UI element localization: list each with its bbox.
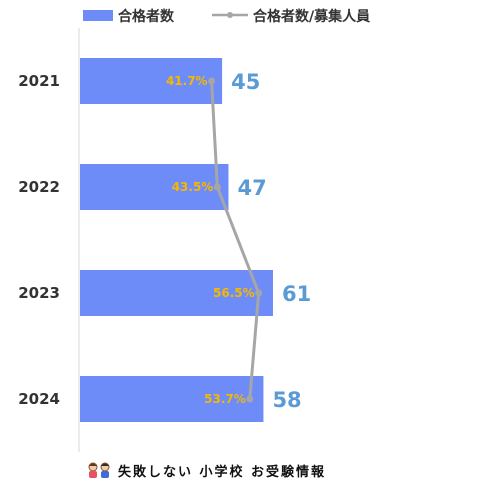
legend-line-marker xyxy=(227,12,233,18)
bar-value-label-2024: 58 xyxy=(272,388,301,412)
bar-value-label-2023: 61 xyxy=(282,282,311,306)
ratio-label-2022: 43.5% xyxy=(172,180,214,194)
ratio-label-2023: 56.5% xyxy=(213,286,255,300)
bars xyxy=(80,58,273,422)
bar-2023 xyxy=(80,270,273,316)
legend-bar-label: 合格者数 xyxy=(118,8,175,25)
ratio-point-2022 xyxy=(213,183,221,191)
ratio-point-2021 xyxy=(208,77,216,85)
ratio-point-2023 xyxy=(255,289,263,297)
ratio-label-2021: 41.7% xyxy=(166,74,208,88)
bar-2024 xyxy=(80,376,264,422)
ratio-point-2024 xyxy=(246,395,254,403)
category-label-2024: 2024 xyxy=(18,390,60,408)
ratio-label-2024: 53.7% xyxy=(204,392,246,406)
legend-bar-swatch xyxy=(83,10,113,21)
ratio-line xyxy=(210,80,261,400)
legend-line-label: 合格者数/募集人員 xyxy=(253,8,370,25)
line-series xyxy=(208,77,263,403)
category-label-2021: 2021 xyxy=(18,72,60,90)
category-label-2023: 2023 xyxy=(18,284,60,302)
legend: 合格者数 合格者数/募集人員 xyxy=(83,8,370,25)
bar-2021 xyxy=(80,58,223,104)
category-label-2022: 2022 xyxy=(18,178,60,196)
bar-2022 xyxy=(80,164,229,210)
bar-value-label-2021: 45 xyxy=(231,70,260,94)
footer: 失敗しない 小学校 お受験情報 xyxy=(86,459,326,481)
labels: 2021 45 2022 47 2023 61 2024 58 41.7% 43.5% 56.5% 5… xyxy=(18,70,311,412)
bar-value-label-2022: 47 xyxy=(237,176,266,200)
footer-text: 失敗しない 小学校 お受験情報 xyxy=(118,464,327,480)
children-icon xyxy=(88,462,110,478)
